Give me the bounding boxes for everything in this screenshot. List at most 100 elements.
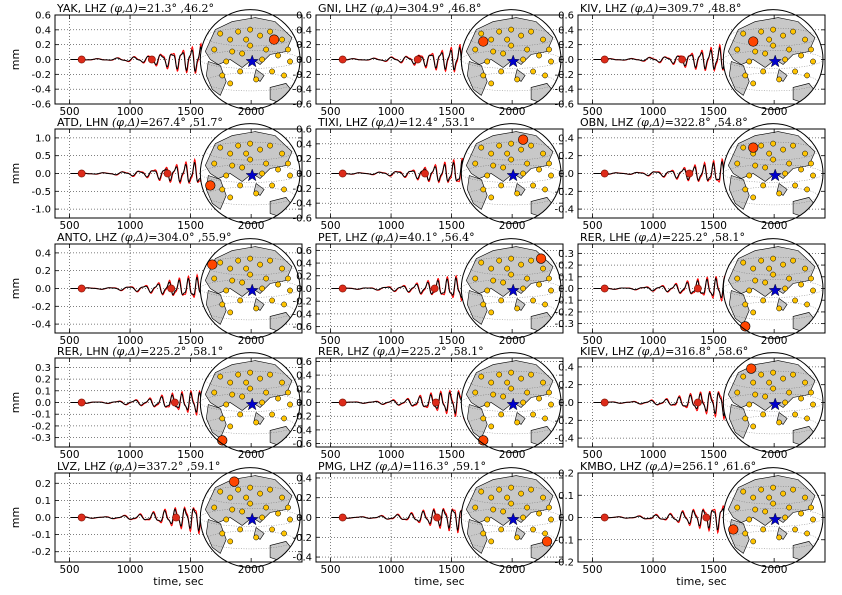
land-mass <box>466 175 488 210</box>
station-marker <box>540 494 546 501</box>
x-tick-label: 2000 <box>761 564 788 576</box>
station-marker <box>219 301 226 308</box>
panel-rer-lhe: 500 1000 1500 2000 -0.3-0.2-0.10.00.10.20.3 R… <box>554 231 826 347</box>
station-marker <box>281 186 287 193</box>
event-star-icon <box>768 168 782 182</box>
station-marker <box>776 534 782 541</box>
y-tick-label: -0.2 <box>292 184 312 195</box>
station-marker <box>269 297 275 304</box>
x-tick-label: 1000 <box>378 449 405 461</box>
x-tick-label: 1000 <box>378 220 405 232</box>
station-marker <box>488 194 495 201</box>
panel-title: RER, LHZ (φ,Δ)=225.2° ,58.1° <box>318 345 484 358</box>
station-marker <box>490 48 497 55</box>
station-map-inset <box>460 9 562 110</box>
station-marker <box>808 504 814 511</box>
y-tick-label: 0.1 <box>558 272 574 283</box>
panel-title: RER, LHN (φ,Δ)=225.2° ,58.1° <box>57 345 223 358</box>
window-marker <box>430 284 439 293</box>
station-marker <box>524 389 530 396</box>
station-marker <box>257 375 263 382</box>
y-tick-label: 0.0 <box>35 55 51 66</box>
station-marker <box>267 486 273 493</box>
station-marker <box>808 389 814 396</box>
y-tick-label: 0.0 <box>35 398 51 409</box>
station-marker <box>758 142 765 149</box>
station-marker <box>508 369 515 376</box>
station-marker <box>472 504 479 511</box>
station-marker <box>782 399 788 406</box>
station-marker <box>247 500 254 507</box>
event-star-icon <box>245 283 259 297</box>
station-marker <box>247 140 254 147</box>
y-tick-label: 0.2 <box>35 40 51 51</box>
panel-title: TIXI, LHZ (φ,Δ)=12.4° ,53.1° <box>317 116 475 129</box>
panel-title: LVZ, LHZ (φ,Δ)=337.2° ,59.1° <box>57 460 220 473</box>
y-tick-label: 0.4 <box>35 248 51 259</box>
station-marker <box>243 36 250 43</box>
panel-title: ANTO, LHZ (φ,Δ)=304.0° ,55.9° <box>57 231 232 244</box>
station-marker <box>766 265 773 272</box>
station-marker <box>548 516 554 523</box>
event-star-icon <box>245 54 259 68</box>
selected-station-marker <box>205 180 216 191</box>
station-marker <box>239 393 246 400</box>
station-marker <box>285 275 291 282</box>
station-marker <box>530 297 536 304</box>
y-tick-label: -0.6 <box>554 100 574 111</box>
y-tick-label: 0.0 <box>35 513 51 524</box>
y-tick-label: -0.5 <box>31 187 51 198</box>
y-tick-label: -0.2 <box>554 307 574 318</box>
station-marker <box>285 389 291 396</box>
station-marker <box>287 516 293 523</box>
y-tick-label: 0.2 <box>558 40 574 51</box>
window-marker <box>678 55 687 64</box>
station-marker <box>536 395 542 402</box>
globe-graticule <box>723 279 823 298</box>
selected-station-marker <box>728 524 739 535</box>
station-marker <box>287 287 293 294</box>
station-marker <box>734 275 741 282</box>
y-tick-label: 0.1 <box>558 491 574 502</box>
x-tick-label: 1500 <box>438 564 465 576</box>
station-marker <box>223 58 230 65</box>
station-marker <box>478 144 485 151</box>
station-marker <box>790 486 796 493</box>
y-tick-label: 0.4 <box>296 139 312 150</box>
station-marker <box>802 150 808 157</box>
station-marker <box>484 58 491 65</box>
y-tick-label: 0.4 <box>296 25 312 36</box>
station-marker <box>229 48 236 55</box>
x-tick-label: 1000 <box>117 106 144 118</box>
station-marker <box>746 516 753 523</box>
x-tick-label: 500 <box>583 564 603 576</box>
station-marker <box>496 257 503 264</box>
globe-graticule <box>723 508 823 527</box>
land-mass <box>466 290 488 325</box>
station-marker <box>810 401 816 408</box>
y-tick-label: -0.4 <box>292 425 312 436</box>
station-marker <box>488 265 495 272</box>
station-marker <box>518 261 524 268</box>
station-marker <box>223 401 230 408</box>
y-axis-label: mm <box>9 392 22 413</box>
y-tick-label: -0.2 <box>31 547 51 558</box>
y-tick-label: 0.1 <box>35 496 51 507</box>
panel-yak-lhz: 500 1000 1500 2000 -0.6 -0.4 -0.2 0.0 0.2 0.4 0.6 Y… <box>9 2 303 118</box>
station-marker <box>504 36 511 43</box>
station-marker <box>752 48 759 55</box>
y-axis-label: mm <box>9 49 22 70</box>
x-tick-label: 1500 <box>700 564 727 576</box>
station-marker <box>750 194 757 201</box>
x-tick-label: 1000 <box>378 106 405 118</box>
event-star-icon <box>506 54 520 68</box>
station-marker <box>239 50 246 57</box>
window-marker <box>600 284 609 293</box>
station-marker <box>802 265 808 272</box>
window-marker <box>600 398 609 407</box>
y-axis-label: mm <box>9 507 22 528</box>
y-tick-label: 0.0 <box>35 284 51 295</box>
station-marker <box>281 72 287 79</box>
station-marker <box>780 32 786 39</box>
globe-graticule <box>200 50 301 69</box>
